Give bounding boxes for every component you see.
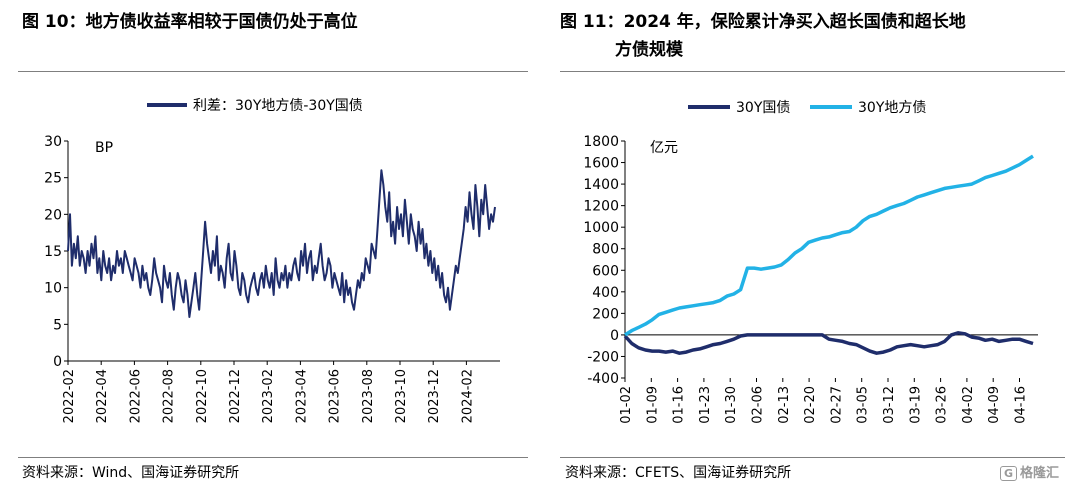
chart1-y-tick-label: 25 — [44, 171, 62, 187]
chart1-x-tick-label: 2022-02 — [62, 369, 77, 423]
chart2-x-tick-label: 01-30 — [724, 386, 739, 424]
chart2-y-tick-label: 1200 — [583, 199, 619, 215]
chart2-y-tick-label: 200 — [592, 306, 619, 322]
chart2-x-tick-label: 01-09 — [645, 386, 660, 424]
chart2-y-tick-label: 1800 — [583, 134, 619, 150]
chart2-legend-label-2: 30Y地方债 — [858, 100, 926, 116]
left-title-divider — [18, 71, 528, 72]
chart2-y-tick-label: 1000 — [583, 220, 619, 236]
chart1-legend-label-1: 利差：30Y地方债-30Y国债 — [193, 98, 363, 114]
chart1-x-tick-label: 2024-02 — [460, 369, 475, 423]
chart2-series-line-2 — [624, 154, 1034, 337]
chart2-y-tick-label: -400 — [587, 371, 619, 387]
chart2-y-tick-label: 1600 — [583, 156, 619, 172]
chart2-x-tick-label: 01-02 — [619, 386, 634, 424]
chart2-x-tick-label: 01-16 — [672, 386, 687, 424]
chart1-x-tick-label: 2023-04 — [294, 369, 309, 423]
chart1-series-line-1 — [67, 169, 496, 318]
chart2-series-line-1 — [623, 331, 1034, 355]
chart2-y-tick-label: 0 — [610, 328, 619, 344]
left-source-note: 资料来源：Wind、国海证券研究所 — [22, 465, 240, 481]
chart2-x-tick-label: 03-26 — [935, 386, 950, 424]
chart2-unit-label: 亿元 — [650, 140, 678, 156]
chart1-y-tick-label: 15 — [44, 244, 62, 260]
chart1-x-tick-label: 2023-02 — [261, 369, 276, 423]
chart2-x-tick-label: 02-13 — [777, 386, 792, 424]
chart2-x-tick-label: 03-12 — [882, 386, 897, 424]
chart2-x-tick-label: 04-02 — [961, 386, 976, 424]
chart1-y-tick-label: 5 — [53, 317, 62, 333]
chart2-x-tick-label: 02-06 — [751, 386, 766, 424]
chart1-x-tick-label: 2023-10 — [394, 369, 409, 423]
chart2-x-tick-label: 02-27 — [829, 386, 844, 424]
chart1-x-tick-label: 2023-06 — [328, 369, 343, 423]
chart1-y-tick-label: 20 — [44, 207, 62, 223]
right-chart-title: 图 11：2024 年，保险累计净买入超长国债和超长地 方债规模 — [560, 8, 1060, 64]
chart1-x-tick-label: 2023-08 — [361, 369, 376, 423]
chart2-y-tick-label: 400 — [592, 285, 619, 301]
chart1-x-tick-label: 2022-06 — [128, 369, 143, 423]
watermark-text: 格隆汇 — [1020, 466, 1060, 481]
right-source-note: 资料来源：CFETS、国海证券研究所 — [565, 465, 792, 481]
chart2-y-tick-label: -200 — [587, 349, 619, 365]
chart2-y-tick-label: 1400 — [583, 177, 619, 193]
chart1-x-tick-label: 2022-04 — [95, 369, 110, 423]
chart2-x-tick-label: 03-05 — [856, 386, 871, 424]
chart1-x-tick-label: 2022-10 — [195, 369, 210, 423]
chart1-x-tick-label: 2022-12 — [228, 369, 243, 423]
chart2-x-tick-label: 02-20 — [803, 386, 818, 424]
chart1-unit-label: BP — [95, 140, 113, 156]
left-chart-title: 图 10：地方债收益率相较于国债仍处于高位 — [22, 12, 358, 32]
left-source-divider — [18, 457, 528, 458]
right-chart-title-line2: 方债规模 — [615, 40, 683, 60]
chart2-y-tick-label: 800 — [592, 242, 619, 258]
chart2-x-tick-label: 03-19 — [908, 386, 923, 424]
right-chart-title-line1: 图 11：2024 年，保险累计净买入超长国债和超长地 — [560, 12, 966, 32]
chart2-y-tick-label: 600 — [592, 263, 619, 279]
chart1-y-tick-label: 30 — [44, 134, 62, 150]
chart1-y-tick-label: 10 — [44, 281, 62, 297]
right-title-divider — [560, 71, 1065, 72]
chart2-x-tick-label: 04-09 — [987, 386, 1002, 424]
chart1-y-tick-label: 0 — [53, 354, 62, 370]
chart1-x-tick-label: 2023-12 — [427, 369, 442, 423]
chart2-legend-label-1: 30Y国债 — [736, 100, 790, 116]
watermark-logo: G 格隆汇 — [1000, 462, 1059, 481]
chart2-x-tick-label: 01-23 — [698, 386, 713, 424]
watermark-box: G — [1000, 466, 1018, 481]
right-source-divider — [560, 457, 1065, 458]
chart2-x-tick-label: 04-16 — [1014, 386, 1029, 424]
chart1-x-tick-label: 2022-08 — [162, 369, 177, 423]
